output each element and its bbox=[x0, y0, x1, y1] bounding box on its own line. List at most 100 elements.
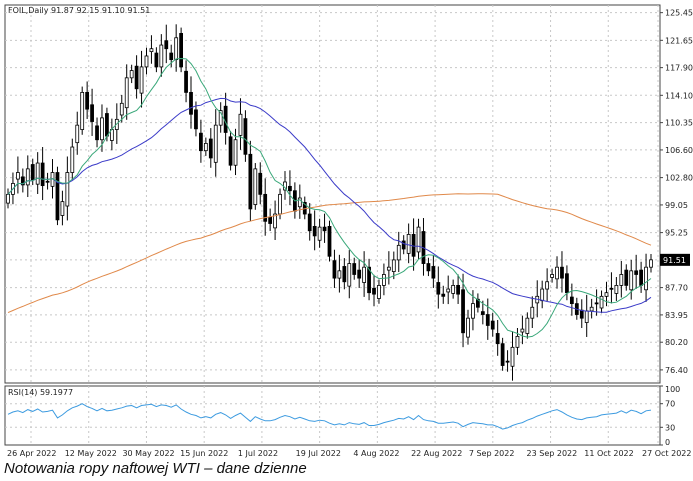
x-tick-label: 27 Oct 2022 bbox=[642, 449, 691, 458]
rsi-y-tick-label: 70 bbox=[665, 400, 675, 409]
candle-body bbox=[391, 259, 396, 272]
candle-body bbox=[164, 40, 169, 50]
candle-body bbox=[199, 132, 203, 152]
candle-body bbox=[545, 281, 550, 290]
price-y-tick-label: 76.40 bbox=[665, 366, 688, 375]
candle-body bbox=[159, 44, 164, 68]
candle-body bbox=[579, 309, 584, 319]
rsi-line bbox=[7, 403, 652, 430]
candle-body bbox=[377, 285, 381, 299]
candle-body bbox=[619, 274, 624, 286]
last-price-tag bbox=[660, 253, 690, 266]
candle-body bbox=[119, 102, 124, 116]
candle-body bbox=[436, 282, 441, 295]
candle-body bbox=[560, 266, 564, 279]
candle-body bbox=[297, 197, 302, 208]
candle-body bbox=[624, 269, 629, 286]
candle-body bbox=[490, 320, 495, 330]
x-tick-label: 7 Sep 2022 bbox=[469, 449, 515, 458]
candle-body bbox=[446, 288, 451, 293]
candle-body bbox=[634, 270, 639, 275]
candle-body bbox=[352, 263, 357, 275]
rsi-y-tick-label: 30 bbox=[665, 423, 675, 432]
candle-body bbox=[268, 216, 273, 224]
x-tick-label: 15 Jun 2022 bbox=[180, 449, 228, 458]
candle-body bbox=[382, 274, 386, 286]
candle-body bbox=[312, 226, 317, 237]
candle-body bbox=[322, 226, 327, 232]
candle-body bbox=[317, 226, 322, 241]
candle-body bbox=[100, 117, 104, 141]
candle-body bbox=[70, 146, 75, 173]
x-tick-label: 12 May 2022 bbox=[65, 449, 117, 458]
x-tick-label: 1 Jul 2022 bbox=[238, 449, 278, 458]
candle-body bbox=[40, 162, 45, 187]
moving-average-long bbox=[7, 193, 652, 314]
candle-body bbox=[644, 266, 648, 291]
candle-body bbox=[139, 66, 144, 94]
candle-body bbox=[129, 70, 134, 79]
candle-body bbox=[95, 125, 99, 141]
price-y-tick-label: 102.80 bbox=[665, 174, 693, 183]
candle-body bbox=[149, 48, 154, 53]
price-y-tick-label: 114.10 bbox=[665, 91, 693, 100]
candle-body bbox=[426, 263, 431, 272]
x-tick-label: 19 Jul 2022 bbox=[296, 449, 341, 458]
rsi-header: RSI(14) 59.1977 bbox=[8, 388, 73, 397]
x-tick-label: 22 Aug 2022 bbox=[411, 449, 462, 458]
price-panel-frame bbox=[4, 4, 661, 384]
candle-body bbox=[194, 109, 198, 130]
price-y-tick-label: 87.70 bbox=[665, 284, 688, 293]
candle-body bbox=[203, 142, 208, 152]
candle-body bbox=[75, 124, 80, 144]
candle-body bbox=[218, 110, 223, 126]
candle-body bbox=[550, 274, 554, 278]
candle-body bbox=[65, 172, 70, 207]
candle-body bbox=[263, 193, 268, 222]
candle-body bbox=[288, 185, 292, 192]
candle-body bbox=[406, 234, 411, 254]
candle-body bbox=[342, 266, 347, 283]
candle-body bbox=[401, 240, 406, 250]
rsi-panel-frame bbox=[4, 385, 661, 446]
candle-body bbox=[124, 77, 129, 109]
candle-body bbox=[327, 226, 332, 257]
price-y-tick-label: 117.90 bbox=[665, 64, 693, 73]
candle-body bbox=[16, 172, 20, 180]
candle-body bbox=[362, 266, 367, 283]
candle-body bbox=[105, 113, 109, 137]
candle-body bbox=[228, 136, 233, 166]
candle-body bbox=[90, 104, 94, 122]
candle-body bbox=[451, 285, 456, 294]
candle-body bbox=[30, 164, 35, 181]
candle-body bbox=[431, 266, 436, 279]
price-y-tick-label: 80.20 bbox=[665, 338, 688, 347]
price-y-tick-label: 121.65 bbox=[665, 36, 693, 45]
candle-body bbox=[609, 287, 614, 290]
candle-body bbox=[485, 314, 490, 326]
candle-body bbox=[569, 296, 574, 305]
candle-body bbox=[208, 138, 213, 159]
candle-body bbox=[649, 259, 653, 268]
candle-body bbox=[184, 70, 188, 93]
candle-body bbox=[555, 266, 559, 280]
rsi-y-tick-label: 0 bbox=[665, 438, 670, 447]
candle-body bbox=[500, 343, 505, 366]
candle-body bbox=[347, 263, 352, 287]
candle-body bbox=[599, 295, 604, 309]
candle-body bbox=[357, 269, 362, 279]
price-y-tick-label: 106.60 bbox=[665, 146, 693, 155]
x-tick-label: 26 Apr 2022 bbox=[7, 449, 56, 458]
candle-body bbox=[337, 270, 342, 279]
candle-body bbox=[614, 285, 619, 294]
candle-body bbox=[20, 176, 25, 186]
price-header: FOIL,Daily 91.87 92.15 91.10 91.51 bbox=[8, 6, 150, 15]
moving-average-fast bbox=[7, 57, 652, 338]
candle-body bbox=[25, 168, 30, 186]
candle-body bbox=[639, 269, 643, 286]
candle-body bbox=[471, 303, 475, 319]
candle-body bbox=[154, 52, 159, 68]
candle-body bbox=[258, 172, 263, 195]
price-y-tick-label: 125.45 bbox=[665, 9, 693, 18]
